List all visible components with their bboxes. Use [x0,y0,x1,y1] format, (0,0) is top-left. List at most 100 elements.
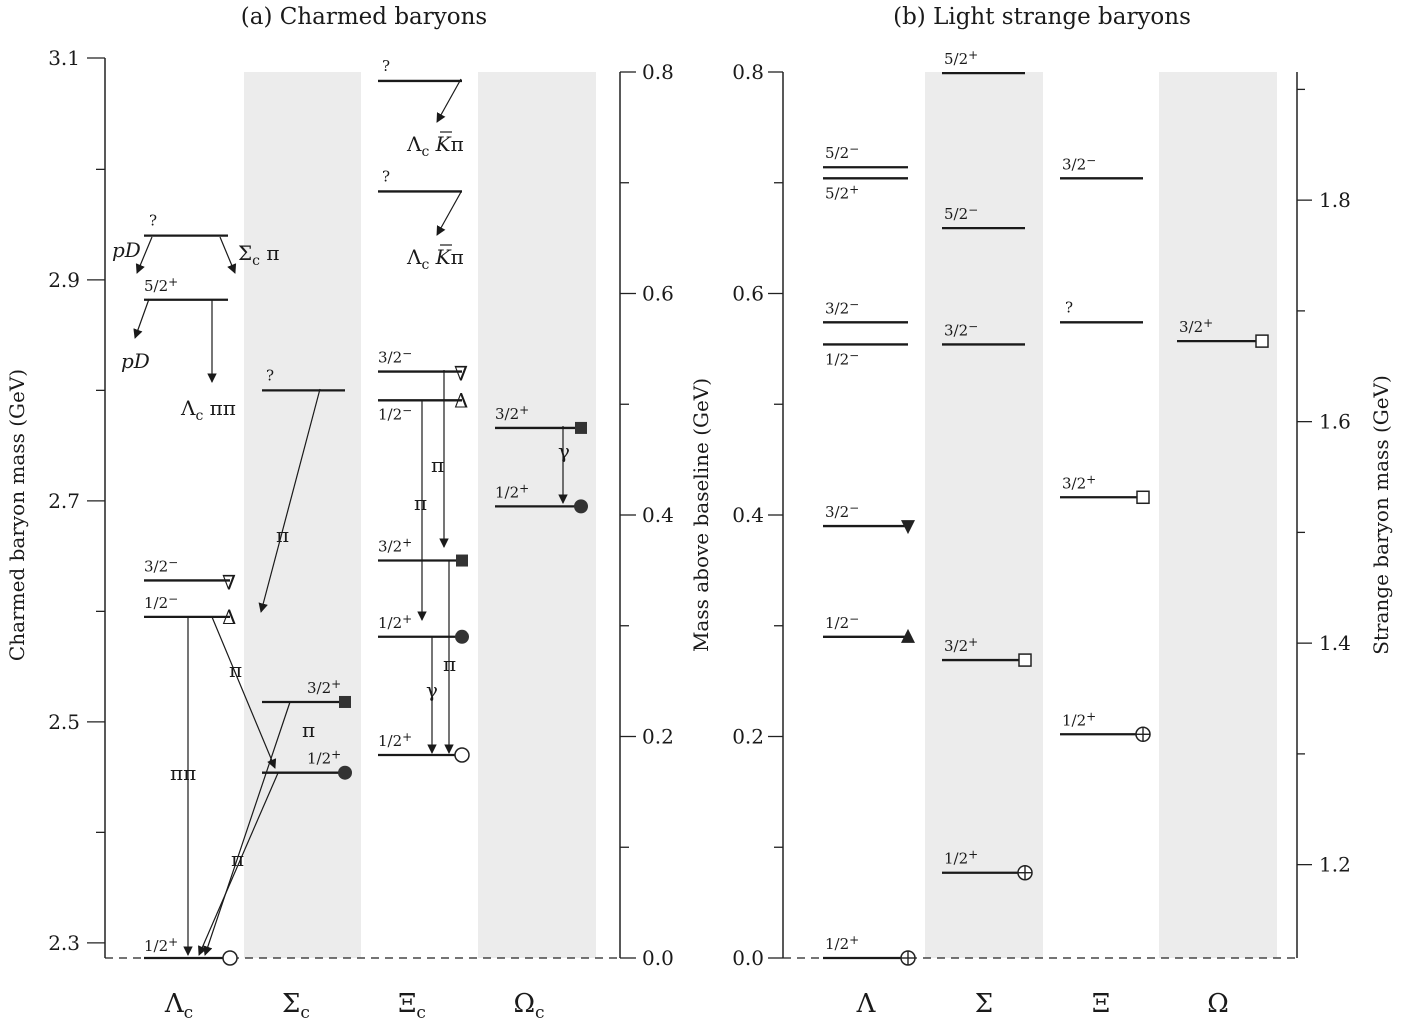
filled-triangle-up-marker [901,628,915,643]
pi-arrow-sigma [258,388,321,613]
right-tick-label: 1.8 [1319,188,1351,212]
mid-a-tick-label: 0.8 [642,60,674,84]
pd-label: pD [112,238,141,262]
title-charmed: (a) Charmed baryons [241,4,487,30]
title-strange: (b) Light strange baryons [893,4,1191,30]
jp-label: 3/2+ [1062,472,1096,492]
left-tick-label: 3.1 [48,46,80,70]
sigmac-pi-label: Σc π [238,241,280,269]
pd-label: pD [121,349,150,373]
pi-label: π [443,652,456,676]
column-label-strange: Σ [975,989,993,1019]
sigma-c-band [244,72,361,958]
pi-label: π [302,718,315,742]
sigmac-pi-arrow [219,236,237,274]
unknown-jp-label: ? [266,366,274,384]
jp-label: 5/2+ [144,275,178,295]
unknown-jp-label: ? [149,212,157,230]
mid-b-tick-label: 0.4 [732,503,764,527]
gamma-label: γ [426,678,438,702]
filled-triangle-down-marker [901,520,915,535]
jp-label: 1/2− [825,348,859,368]
lc-kpi-arrow-1 [436,78,462,123]
jp-label: 3/2− [378,347,412,367]
left-tick-label: 2.9 [48,268,80,292]
omega-c-band [478,72,596,958]
left-tick-label: 2.7 [48,489,80,513]
column-label-charmed: Σc [282,989,310,1023]
pi-arrow-sc32 [203,701,291,956]
jp-label: 1/2+ [144,935,178,955]
jp-label: 1/2+ [378,730,412,750]
pi-label: π [231,847,244,871]
jp-label: 3/2− [825,501,859,521]
unknown-jp-label: ? [1065,298,1073,316]
lc-pipi-label: Λc ππ [180,396,236,424]
pd-arrow-1 [135,236,153,274]
sigma-band [925,72,1043,958]
jp-label: 1/2+ [378,612,412,632]
mid-a-tick-label: 0.4 [642,503,674,527]
column-label-strange: Ξ [1092,989,1110,1019]
lc-kbar-pi-label: Λc Kπ [406,245,464,273]
jp-label: 3/2+ [378,536,412,556]
filled-circle-marker [338,765,352,780]
column-label-strange: Λ [856,989,877,1019]
filled-square-marker [339,695,351,708]
jp-label: 3/2− [144,555,178,575]
mid-b-tick-label: 0.0 [732,946,764,970]
mid-a-tick-label: 0.2 [642,725,674,749]
open-circle-marker [222,950,238,966]
mid-a-tick-label: 0.0 [642,946,674,970]
jp-label: 3/2− [1062,153,1096,173]
pi-label: π [431,453,444,477]
pi-label: π [414,491,427,515]
left-tick-label: 2.3 [48,931,80,955]
open-square-marker [1255,334,1269,348]
filled-square-marker [456,554,468,567]
pi-arrow-sc12 [198,772,279,956]
lc-kpi-arrow-2 [436,191,462,236]
middle-y-label: Mass above baseline (GeV) [689,378,713,652]
left-tick-label: 2.5 [48,710,80,734]
mid-b-tick-label: 0.8 [732,60,764,84]
right-y-label: Strange baryon mass (GeV) [1369,375,1393,655]
jp-label: 1/2− [144,592,178,612]
mid-b-tick-label: 0.6 [732,282,764,306]
column-label-charmed: Ωc [513,989,544,1023]
left-y-label: Charmed baryon mass (GeV) [5,369,29,661]
unknown-jp-label: ? [382,167,390,185]
open-circle-marker [454,747,470,763]
column-label-charmed: Ξc [398,989,426,1023]
right-tick-label: 1.2 [1319,853,1351,877]
jp-label: 1/2+ [825,933,859,953]
lc-kbar-pi-label: Λc Kπ [406,132,464,160]
mid-b-tick-label: 0.2 [732,725,764,749]
jp-label: 3/2− [825,297,859,317]
column-label-charmed: Λc [164,989,193,1023]
pi-label: π [229,658,242,682]
pi-arrow-lc1 [211,616,277,769]
nabla-marker: ∇ [454,362,468,386]
pipi-label: ππ [170,761,196,785]
mid-a-tick-label: 0.6 [642,282,674,306]
jp-label: 1/2− [825,612,859,632]
delta-marker: Δ [222,605,236,629]
jp-label: 1/2+ [1062,709,1096,729]
open-square-marker [1136,490,1150,505]
right-tick-label: 1.4 [1319,631,1351,655]
jp-label: 5/2+ [944,48,978,68]
jp-label: 1/2− [378,403,412,423]
delta-marker: Δ [454,388,468,412]
pd-arrow-2 [133,298,150,339]
filled-circle-marker [455,629,469,644]
column-label-strange: Ω [1207,989,1229,1019]
open-square-marker [1018,653,1032,667]
filled-circle-marker [574,499,588,514]
gamma-label: γ [558,439,570,463]
nabla-marker: ∇ [222,570,236,594]
jp-label: 5/2− [825,142,859,162]
right-tick-label: 1.6 [1319,410,1351,434]
jp-label: 5/2+ [825,182,859,202]
